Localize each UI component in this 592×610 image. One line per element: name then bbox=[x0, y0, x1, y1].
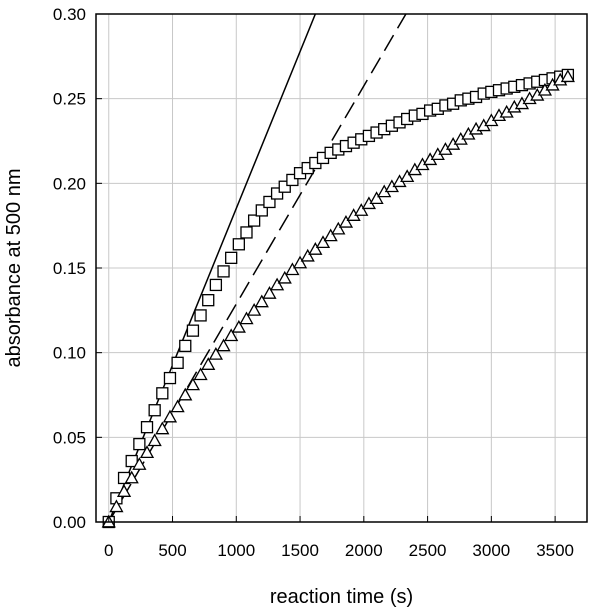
x-tick-label: 2500 bbox=[409, 541, 447, 560]
triangle-marker bbox=[132, 457, 147, 470]
triangle-marker bbox=[201, 357, 216, 370]
y-axis-label: absorbance at 500 nm bbox=[3, 168, 25, 367]
square-marker bbox=[194, 309, 207, 322]
triangle-marker bbox=[178, 387, 193, 401]
y-tick-label: 0.15 bbox=[53, 259, 86, 278]
triangle-marker bbox=[193, 367, 208, 381]
triangle-marker bbox=[269, 277, 285, 291]
triangle-marker bbox=[308, 242, 323, 255]
triangle-marker bbox=[155, 421, 170, 435]
triangle-marker bbox=[400, 169, 415, 183]
triangle-marker bbox=[338, 214, 354, 228]
triangle-marker bbox=[331, 221, 346, 235]
fit-lines bbox=[108, 14, 407, 522]
triangle-marker bbox=[208, 347, 223, 360]
y-tick-label: 0.05 bbox=[53, 428, 86, 447]
square-marker bbox=[209, 278, 223, 292]
y-tick-label: 0.00 bbox=[53, 513, 86, 532]
x-tick-label: 0 bbox=[104, 541, 113, 560]
y-tick-label: 0.30 bbox=[53, 5, 86, 24]
x-tick-label: 500 bbox=[158, 541, 186, 560]
square-marker bbox=[140, 421, 154, 434]
solid-fit-line bbox=[108, 14, 317, 522]
triangle-marker bbox=[162, 409, 178, 423]
triangle-marker bbox=[147, 433, 162, 447]
square-marker bbox=[202, 294, 215, 307]
triangle-marker bbox=[239, 311, 254, 325]
y-tick-label: 0.20 bbox=[53, 174, 86, 193]
triangle-marker bbox=[315, 235, 331, 249]
triangle-marker bbox=[323, 228, 338, 242]
triangle-marker bbox=[354, 203, 369, 216]
x-tick-label: 3500 bbox=[536, 541, 574, 560]
square-marker bbox=[255, 204, 268, 217]
triangle-marker bbox=[247, 302, 262, 316]
square-marker bbox=[247, 214, 261, 227]
x-tick-label: 1000 bbox=[217, 541, 255, 560]
triangle-marker bbox=[277, 270, 292, 284]
square-marker bbox=[240, 226, 253, 239]
triangle-marker bbox=[185, 377, 201, 391]
square-marker bbox=[133, 437, 146, 451]
square-marker bbox=[263, 195, 276, 209]
triangle-marker bbox=[116, 484, 132, 497]
triangle-marker bbox=[285, 262, 300, 276]
triangle-marker bbox=[560, 69, 575, 83]
square-marker bbox=[156, 387, 169, 400]
triangle-marker bbox=[300, 248, 315, 262]
triangle-marker bbox=[292, 255, 308, 269]
square-marker bbox=[186, 324, 200, 337]
x-tick-labels: 0 500 1000 1500 2000 2500 3000 3500 bbox=[104, 541, 574, 560]
x-tick-label: 1500 bbox=[281, 541, 319, 560]
square-marker bbox=[163, 371, 177, 385]
square-marker bbox=[217, 265, 230, 278]
square-marker bbox=[148, 404, 161, 417]
triangle-marker bbox=[224, 328, 239, 342]
x-axis-label: reaction time (s) bbox=[270, 586, 413, 608]
x-tick-label: 3000 bbox=[472, 541, 510, 560]
square-marker bbox=[270, 187, 284, 200]
y-tick-label: 0.10 bbox=[53, 344, 86, 363]
y-tick-labels: 0.00 0.05 0.10 0.15 0.20 0.25 0.30 bbox=[53, 5, 86, 532]
square-marker bbox=[286, 173, 299, 187]
square-marker bbox=[225, 251, 238, 264]
square-marker bbox=[171, 356, 184, 369]
triangle-marker bbox=[109, 499, 124, 513]
tick-marks bbox=[96, 13, 556, 523]
triangle-marker bbox=[170, 399, 185, 413]
square-marker bbox=[278, 180, 291, 193]
square-marker bbox=[179, 339, 192, 353]
triangle-marker bbox=[139, 445, 155, 459]
triangle-marker bbox=[231, 319, 246, 333]
dashed-fit-line bbox=[108, 14, 407, 522]
triangle-marker bbox=[216, 338, 231, 352]
triangle-marker bbox=[262, 286, 277, 299]
triangle-marker bbox=[369, 191, 384, 205]
square-marker bbox=[232, 238, 245, 251]
y-tick-label: 0.25 bbox=[53, 90, 86, 109]
triangle-marker bbox=[124, 470, 139, 484]
triangle-marker bbox=[254, 294, 269, 308]
x-tick-label: 2000 bbox=[345, 541, 383, 560]
grid bbox=[96, 14, 587, 522]
